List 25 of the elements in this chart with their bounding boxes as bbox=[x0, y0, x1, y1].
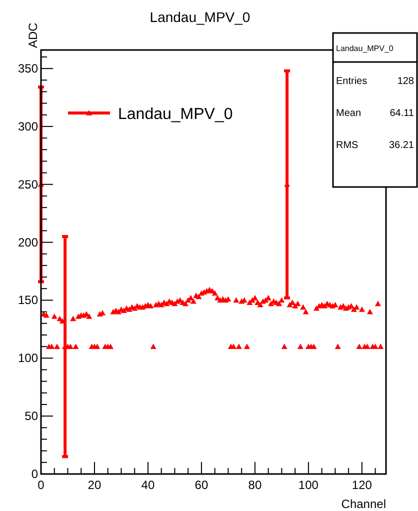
y-axis-title: ADC bbox=[26, 22, 40, 48]
y-tick-label: 300 bbox=[18, 119, 38, 134]
y-tick-label: 0 bbox=[31, 467, 38, 481]
annotation: RMS bbox=[336, 140, 359, 151]
y-tick-label: 50 bbox=[24, 409, 38, 424]
x-tick-label: 20 bbox=[88, 478, 102, 492]
text: 128 bbox=[397, 76, 414, 87]
x-tick-label: 60 bbox=[194, 478, 208, 492]
annotation: Entries bbox=[336, 76, 368, 87]
x-axis-title: Channel bbox=[341, 497, 386, 511]
x-tick-label: 80 bbox=[248, 478, 262, 492]
y-tick-label: 200 bbox=[18, 235, 38, 250]
annotation: Landau_MPV_0 bbox=[336, 44, 394, 53]
x-tick-label: 120 bbox=[352, 478, 372, 492]
y-tick-label: 100 bbox=[18, 351, 38, 366]
y-tick-label: 350 bbox=[18, 62, 38, 76]
text: 64.11 bbox=[390, 108, 414, 119]
annotation: Mean bbox=[336, 108, 362, 119]
legend-label: Landau_MPV_0 bbox=[118, 106, 233, 123]
y-tick-label: 150 bbox=[18, 293, 38, 308]
chart-title: Landau_MPV_0 bbox=[150, 9, 250, 25]
x-tick-label: 100 bbox=[298, 478, 319, 492]
text: 36.21 bbox=[388, 140, 414, 151]
y-tick-label: 250 bbox=[18, 177, 38, 192]
x-tick-label: 40 bbox=[141, 478, 155, 492]
